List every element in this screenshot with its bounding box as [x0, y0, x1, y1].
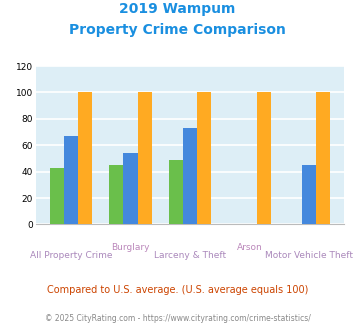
Bar — [138, 92, 152, 224]
Text: Motor Vehicle Theft: Motor Vehicle Theft — [265, 251, 353, 260]
Bar — [316, 92, 330, 224]
Bar — [183, 128, 197, 224]
Text: Arson: Arson — [236, 243, 262, 251]
Bar — [64, 136, 78, 224]
Bar — [109, 165, 123, 224]
Bar — [197, 92, 211, 224]
Bar — [257, 92, 271, 224]
Text: © 2025 CityRating.com - https://www.cityrating.com/crime-statistics/: © 2025 CityRating.com - https://www.city… — [45, 314, 310, 323]
Text: All Property Crime: All Property Crime — [30, 251, 112, 260]
Legend: Wampum, Pennsylvania, National: Wampum, Pennsylvania, National — [61, 328, 319, 330]
Bar — [302, 165, 316, 224]
Bar — [78, 92, 92, 224]
Bar — [50, 168, 64, 224]
Bar — [169, 160, 183, 224]
Text: Larceny & Theft: Larceny & Theft — [154, 251, 226, 260]
Text: 2019 Wampum: 2019 Wampum — [119, 2, 236, 16]
Bar — [123, 153, 138, 224]
Text: Compared to U.S. average. (U.S. average equals 100): Compared to U.S. average. (U.S. average … — [47, 285, 308, 295]
Text: Property Crime Comparison: Property Crime Comparison — [69, 23, 286, 37]
Text: Burglary: Burglary — [111, 243, 150, 251]
